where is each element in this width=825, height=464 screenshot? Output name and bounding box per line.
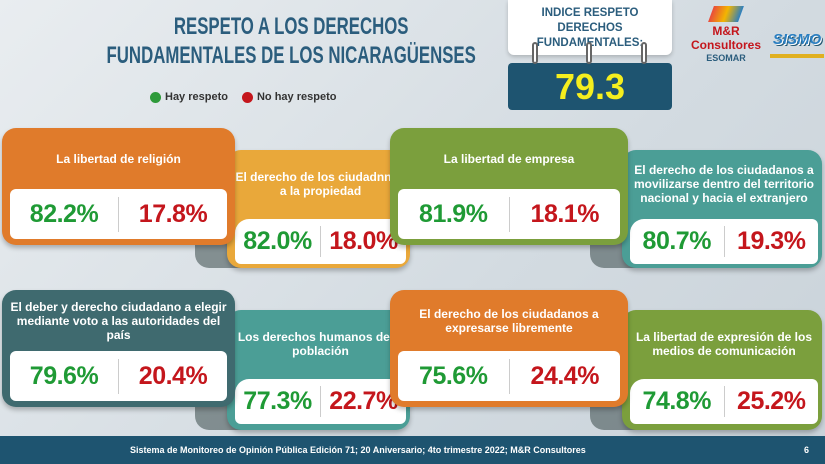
no-respect-value: 18.1% [530, 199, 600, 228]
card-label: La libertad de expresión de los medios d… [635, 330, 813, 358]
esomar-logo-text: ESOMAR [706, 53, 746, 63]
rights-card: La libertad de expresión de los medios d… [590, 310, 822, 430]
respect-value: 75.6% [419, 361, 488, 390]
index-value: 79.3 [508, 63, 672, 110]
ring-icon [641, 42, 647, 64]
no-respect-value: 22.7% [329, 387, 398, 415]
respect-value: 74.8% [642, 387, 712, 415]
respect-value: 80.7% [642, 227, 712, 255]
respect-value: 82.2% [29, 199, 99, 228]
values-box: 77.3% 22.7% [235, 379, 406, 424]
no-respect-value: 20.4% [138, 361, 208, 390]
legend-item-no: No hay respeto [241, 91, 336, 103]
card-label: El derecho de los ciudadanos a movilizar… [633, 163, 815, 205]
values-box: 75.6% 24.4% [398, 351, 620, 401]
card-label: El derecho de los ciudadanos a expresars… [419, 306, 599, 335]
no-respect-value: 17.8% [138, 199, 208, 228]
rights-card: El deber y derecho ciudadano a elegir me… [2, 290, 235, 407]
legend-item-yes: Hay respeto [150, 91, 228, 103]
no-respect-value: 18.0% [329, 227, 398, 255]
card-label: La libertad de empresa [443, 151, 575, 166]
values-box: 79.6% 20.4% [10, 351, 227, 401]
respect-value: 77.3% [243, 387, 312, 415]
green-dot-icon [150, 91, 161, 103]
card-label: La libertad de religión [56, 151, 181, 166]
mr-logo-mark [708, 6, 744, 22]
values-box: 74.8% 25.2% [630, 379, 818, 424]
mr-logo-text: M&R Consultores [690, 24, 761, 52]
page-title: RESPETO A LOS DERECHOS FUNDAMENTALES DE … [106, 13, 476, 69]
rights-card: Los derechos humanos de la población 77.… [195, 310, 410, 430]
respect-value: 81.9% [419, 199, 488, 228]
rights-card: La libertad de religión 82.2% 17.8% [2, 128, 235, 245]
rights-card: La libertad de empresa 81.9% 18.1% [390, 128, 628, 245]
respect-value: 79.6% [29, 361, 99, 390]
rights-card: El derecho de los ciudadanos a movilizar… [590, 150, 822, 268]
values-box: 80.7% 19.3% [630, 219, 818, 264]
card-label: El derecho de los ciudadnnos a la propie… [235, 170, 406, 198]
no-respect-value: 24.4% [530, 361, 600, 390]
rights-card: El derecho de los ciudadanos a expresars… [390, 290, 628, 407]
values-box: 82.2% 17.8% [10, 189, 227, 239]
footer: Sistema de Monitoreo de Opinión Pública … [0, 436, 825, 464]
no-respect-value: 19.3% [737, 227, 806, 255]
values-box: 82.0% 18.0% [235, 219, 406, 264]
page-number: 6 [804, 445, 810, 455]
respect-value: 82.0% [243, 227, 312, 255]
card-label: El deber y derecho ciudadano a elegir me… [10, 299, 227, 342]
mr-logo: M&R Consultores ESOMAR [686, 6, 766, 64]
card-label: Los derechos humanos de la población [237, 330, 404, 358]
footer-text: Sistema de Monitoreo de Opinión Pública … [130, 445, 586, 455]
sismo-logo: SISMO [770, 22, 824, 58]
values-box: 81.9% 18.1% [398, 189, 620, 239]
ring-icon [532, 42, 538, 64]
red-dot-icon [241, 91, 253, 103]
no-respect-value: 25.2% [737, 387, 806, 415]
legend: Hay respeto No hay respeto [150, 91, 336, 103]
ring-icon [586, 42, 592, 64]
